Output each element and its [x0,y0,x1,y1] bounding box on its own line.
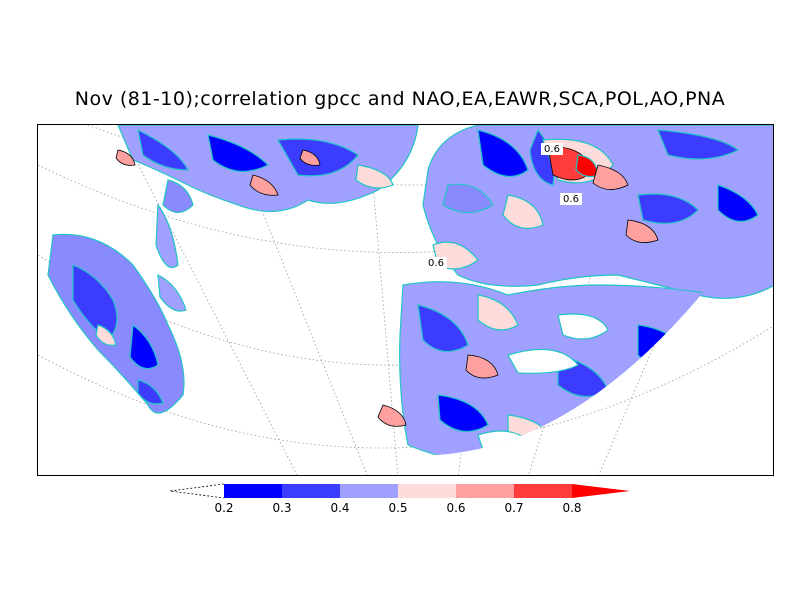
colorbar-tick-label: 0.3 [272,501,291,515]
colorbar-tick-label: 0.7 [504,501,523,515]
colorbar-segment [514,484,572,498]
colorbar-tick-label: 0.4 [330,501,349,515]
colorbar: 0.2 0.3 0.4 0.5 0.6 0.7 0.8 [169,483,630,515]
africa-asia-field [377,281,773,456]
colorbar-segment [340,484,398,498]
colorbar-tick-label: 0.6 [446,501,465,515]
contour-label: 0.6 [544,144,560,155]
colorbar-segment [398,484,456,498]
colorbar-upper-extension [572,484,630,498]
colorbar-segment [224,484,282,498]
colorbar-segment [282,484,340,498]
north-america-field [47,233,187,414]
colorbar-tick-label: 0.8 [562,501,581,515]
colorbar-segment [456,484,514,498]
contour-labels: 0.6 0.6 0.6 [425,143,582,269]
eurasia-field [422,125,773,299]
colorbar-tick-label: 0.2 [214,501,233,515]
contour-label: 0.6 [563,194,579,205]
colorbar-lower-extension [169,483,225,499]
canada-field [115,125,419,269]
contour-label: 0.6 [428,258,444,269]
correlation-map: 0.6 0.6 0.6 [38,125,773,475]
map-title: Nov (81-10);correlation gpcc and NAO,EA,… [74,88,726,110]
map-frame: 0.6 0.6 0.6 [37,124,774,476]
colorbar-tick-label: 0.5 [388,501,407,515]
